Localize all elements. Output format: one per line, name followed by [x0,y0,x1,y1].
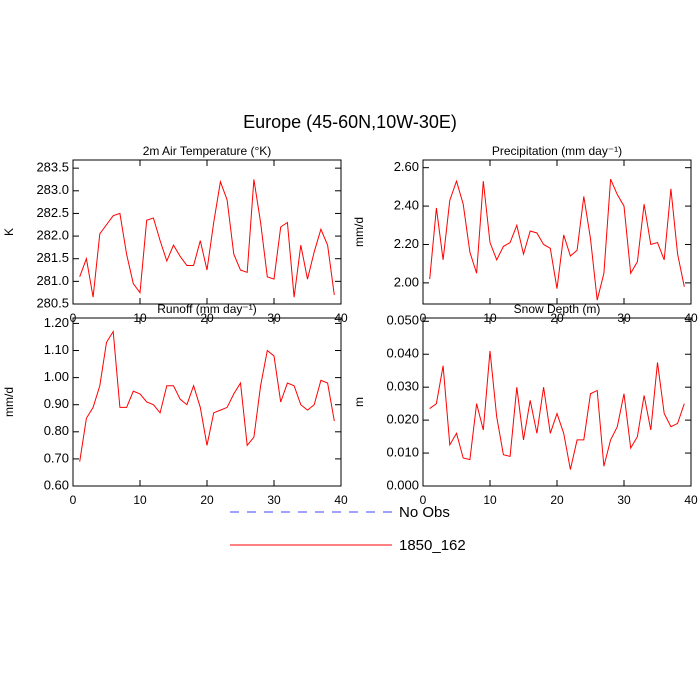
plot-frame [422,317,692,487]
y-tick-label: 280.5 [36,295,69,310]
x-tick-label: 0 [70,493,77,507]
panel-title: Runoff (mm day⁻¹) [157,302,256,316]
x-tick-label: 10 [133,493,147,507]
data-line [429,350,685,470]
y-tick-label: 0.70 [44,450,69,465]
y-tick-label: 281.5 [36,250,69,265]
data-line [79,330,335,462]
legend-label: No Obs [399,504,450,521]
y-tick-label: 2.60 [394,159,419,174]
y-tick-label: 0.010 [386,444,419,459]
data-line [79,179,335,298]
x-tick-label: 10 [483,493,497,507]
y-tick-label: 2.40 [394,198,419,213]
y-tick-label: 0.050 [386,313,419,328]
y-tick-label: 283.0 [36,182,69,197]
plot-frame [72,159,342,305]
y-tick-label: 2.00 [394,274,419,289]
figure-title: Europe (45-60N,10W-30E) [243,112,457,132]
y-tick-label: 282.0 [36,228,69,243]
y-axis-label: mm/d [2,387,16,417]
y-axis-label: m [352,397,366,407]
y-tick-label: 1.00 [44,369,69,384]
y-tick-label: 2.20 [394,236,419,251]
legend-label: 1850_162 [399,537,466,554]
data-line [429,179,685,301]
x-tick-label: 20 [550,493,564,507]
plot-frame [72,317,342,487]
y-axis-label: K [2,228,16,236]
y-tick-label: 1.20 [44,315,69,330]
panel-title: 2m Air Temperature (°K) [143,144,272,158]
y-axis-label: mm/d [352,217,366,247]
x-tick-label: 40 [684,493,698,507]
y-tick-label: 0.040 [386,346,419,361]
y-tick-label: 0.90 [44,396,69,411]
panel-title: Precipitation (mm day⁻¹) [492,144,622,158]
y-tick-label: 0.020 [386,412,419,427]
y-tick-label: 283.5 [36,160,69,175]
plot-frame [422,159,692,305]
x-tick-label: 30 [617,493,631,507]
y-tick-label: 0.000 [386,477,419,492]
panel-title: Snow Depth (m) [514,302,601,316]
y-tick-label: 0.60 [44,477,69,492]
x-tick-label: 40 [334,493,348,507]
x-tick-label: 0 [420,493,427,507]
y-tick-label: 281.0 [36,273,69,288]
y-tick-label: 282.5 [36,205,69,220]
x-tick-label: 30 [267,493,281,507]
x-tick-label: 20 [200,493,214,507]
y-tick-label: 0.80 [44,423,69,438]
y-tick-label: 0.030 [386,379,419,394]
y-tick-label: 1.10 [44,342,69,357]
